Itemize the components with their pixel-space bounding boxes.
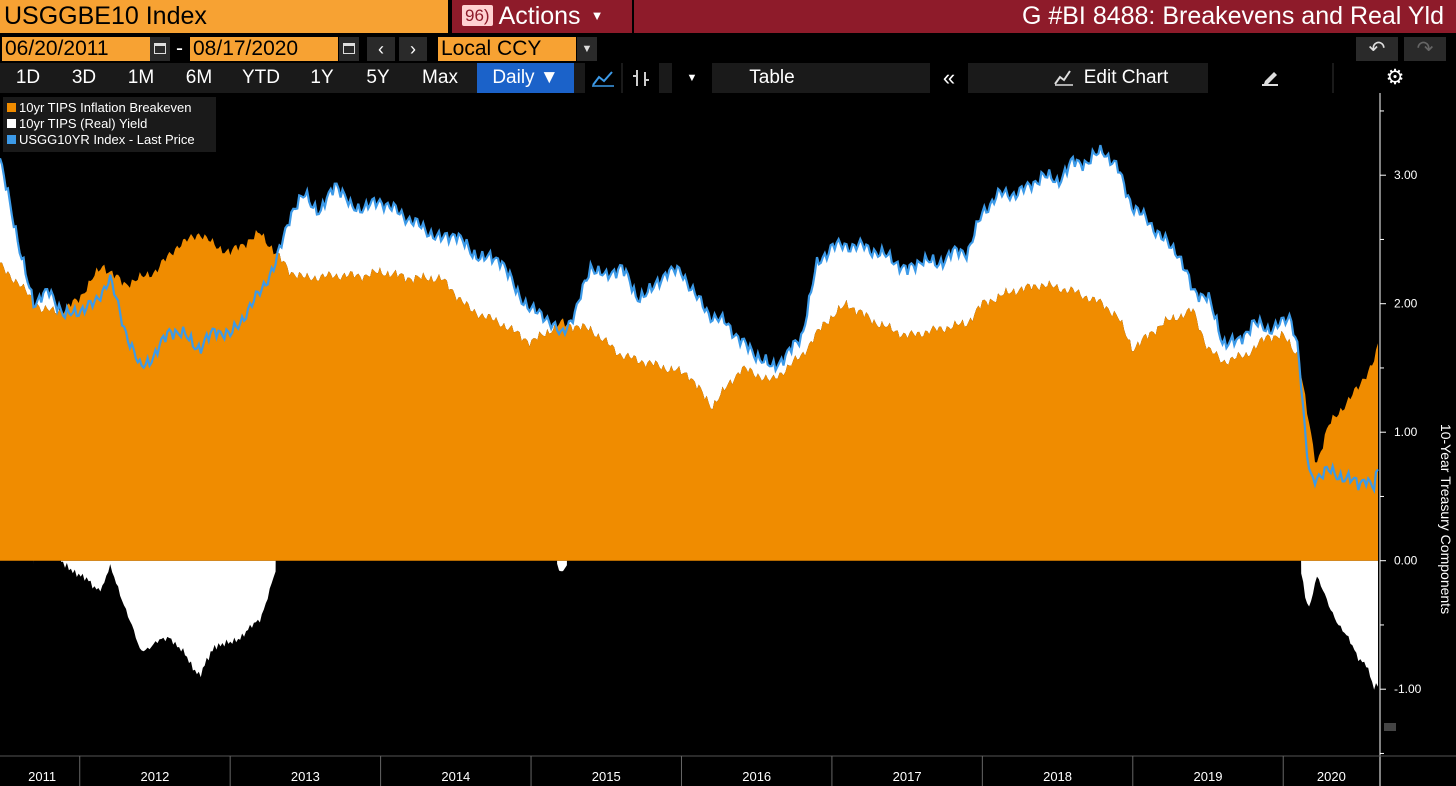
y-tick-label: 2.00 [1394,297,1418,311]
line-chart-icon[interactable] [585,63,621,93]
scroll-marker-icon[interactable] [1384,723,1396,731]
actions-number: 96) [462,5,493,26]
frequency-select[interactable]: Daily ▼ [477,63,574,93]
chart-legend: 10yr TIPS Inflation Breakeven 10yr TIPS … [3,97,216,152]
x-tick-label: 2016 [742,769,771,784]
x-tick-label: 2012 [140,769,169,784]
ticker-field[interactable]: USGGBE10 Index [0,0,448,33]
y-axis-label: 10-Year Treasury Components [1438,424,1454,614]
actions-menu-button[interactable]: 96) Actions ▼ [452,0,632,33]
chevron-down-icon[interactable]: ▼ [672,63,712,93]
redo-icon[interactable]: ↷ [1404,37,1446,61]
table-button[interactable]: Table [749,67,795,88]
x-tick-label: 2014 [441,769,470,784]
legend-item-nominal: USGG10YR Index - Last Price [7,132,195,147]
chevron-down-icon: ▼ [590,8,604,23]
legend-swatch [7,119,16,128]
legend-item-breakeven: 10yr TIPS Inflation Breakeven [7,100,191,115]
currency-select[interactable]: Local CCY [438,37,576,61]
nominal-yield-line [0,144,1379,495]
collapse-double-chevron-icon[interactable]: « [930,63,968,93]
chart-canvas[interactable]: 3.00 2.00 1.00 0.00 -1.00 2011 2012 2013 2014 20… [0,93,1456,786]
x-tick-label: 2018 [1043,769,1072,784]
y-tick-label: -1.00 [1394,682,1422,696]
chevron-right-icon[interactable]: › [399,37,427,61]
legend-swatch [7,135,16,144]
range-3d-button[interactable]: 3D [71,67,97,88]
calendar-icon[interactable] [150,37,170,61]
y-tick-label: 0.00 [1394,554,1418,568]
legend-item-real-yield: 10yr TIPS (Real) Yield [7,116,147,131]
gear-icon[interactable]: ⚙ [1334,63,1456,93]
y-tick-label: 3.00 [1394,168,1418,182]
undo-icon[interactable]: ↶ [1356,37,1398,61]
edit-chart-label: Edit Chart [1083,67,1169,88]
chevron-left-icon[interactable]: ‹ [367,37,395,61]
edit-chart-icon [1053,70,1073,86]
real-yield-area [0,145,1378,690]
date-range-dash: - [176,37,183,60]
range-1y-button[interactable]: 1Y [310,67,334,88]
annotate-icon[interactable] [1208,63,1332,93]
range-5y-button[interactable]: 5Y [366,67,390,88]
x-tick-label: 2011 [28,769,56,784]
title-row: USGGBE10 Index 96) Actions ▼ G #BI 8488: B… [0,0,1456,35]
range-ytd-button[interactable]: YTD [242,67,280,88]
actions-label: Actions [498,2,581,30]
range-max-button[interactable]: Max [422,67,458,88]
x-tick-label: 2017 [893,769,922,784]
bar-chart-icon[interactable] [623,63,659,93]
page-title: G #BI 8488: Breakevens and Real Yld [634,0,1456,33]
calendar-icon[interactable] [339,37,359,61]
end-date-field[interactable]: 08/17/2020 [190,37,338,61]
legend-swatch [7,103,16,112]
start-date-field[interactable]: 06/20/2011 [2,37,150,61]
chevron-down-icon[interactable]: ▼ [577,37,597,61]
range-1d-button[interactable]: 1D [15,67,41,88]
range-6m-button[interactable]: 6M [185,67,213,88]
x-tick-label: 2015 [592,769,621,784]
range-1m-button[interactable]: 1M [127,67,155,88]
x-tick-label: 2013 [291,769,320,784]
edit-chart-button[interactable]: Edit Chart [1018,63,1204,93]
y-tick-label: 1.00 [1394,425,1418,439]
x-tick-label: 2019 [1194,769,1223,784]
chart-toolbar: 1D 3D 1M 6M YTD 1Y 5Y Max Daily ▼ ▼ Tabl… [0,63,1456,93]
x-tick-label: 2020 [1317,769,1346,784]
breakeven-area [0,230,1378,561]
date-row: 06/20/2011 - 08/17/2020 ‹ › Local CCY ▼ … [0,35,1456,63]
